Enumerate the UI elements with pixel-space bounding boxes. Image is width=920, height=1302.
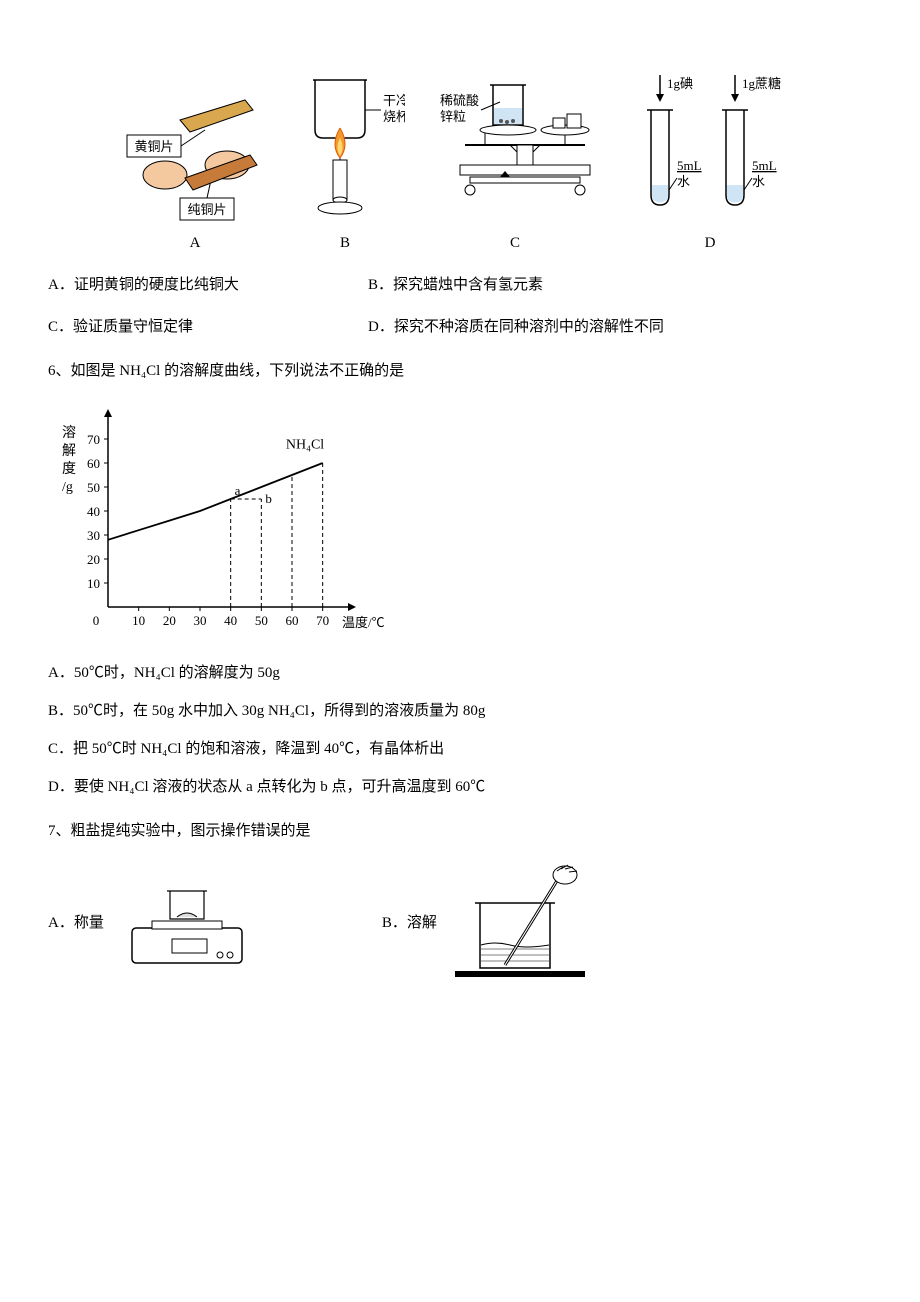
svg-text:溶: 溶 — [62, 425, 76, 441]
panel-a-svg: 黄铜片 纯铜片 — [125, 70, 265, 225]
q6-opt-b: B．50℃时，在 50g 水中加入 30g NH₄Cl，所得到的溶液质量为 80… — [48, 699, 872, 723]
q7-opt-a-label: A．称量 — [48, 911, 104, 935]
q6-stem: 6、如图是 NH₄Cl 的溶解度曲线，下列说法不正确的是 — [48, 359, 872, 383]
q7-a-svg — [112, 873, 262, 973]
q7-stem: 7、粗盐提纯实验中，图示操作错误的是 — [48, 819, 872, 843]
panel-a: 黄铜片 纯铜片 A — [125, 70, 265, 255]
svg-text:干冷: 干冷 — [383, 93, 405, 108]
svg-text:稀硫酸: 稀硫酸 — [440, 93, 479, 108]
panel-d-svg: 1g碘 1g蔗糖 5mL 水 5mL 水 — [625, 70, 795, 225]
svg-text:黄铜片: 黄铜片 — [134, 139, 173, 154]
svg-text:20: 20 — [87, 552, 100, 567]
svg-text:b: b — [265, 491, 272, 506]
q5-opt-c: C．验证质量守恒定律 — [48, 315, 368, 339]
svg-text:温度/℃: 温度/℃ — [342, 615, 385, 630]
q5-options-1: A．证明黄铜的硬度比纯铜大 B．探究蜡烛中含有氢元素 — [48, 273, 872, 297]
svg-text:30: 30 — [87, 528, 100, 543]
svg-text:20: 20 — [163, 613, 176, 628]
svg-text:NH₄Cl: NH₄Cl — [286, 438, 324, 453]
q6-chart: 溶解度/g 10 20 30 40 50 60 70 10 20 30 40 50 60 70 0 温度/℃ NH… — [48, 397, 388, 647]
panel-d-label: D — [705, 231, 716, 255]
panel-b-svg: 干冷 烧杯 — [285, 70, 405, 225]
panel-b-label: B — [340, 231, 350, 255]
q7-opt-b-label: B．溶解 — [382, 911, 437, 935]
q6-opt-d: D．要使 NH₄Cl 溶液的状态从 a 点转化为 b 点，可升高温度到 60℃ — [48, 775, 872, 799]
panel-c: 稀硫酸 锌粒 — [425, 70, 605, 255]
svg-text:10: 10 — [132, 613, 145, 628]
panel-c-svg: 稀硫酸 锌粒 — [425, 70, 605, 225]
svg-text:1g蔗糖: 1g蔗糖 — [742, 76, 781, 91]
svg-text:60: 60 — [87, 456, 100, 471]
svg-text:60: 60 — [286, 613, 299, 628]
q7-row: A．称量 B．溶解 — [48, 863, 872, 983]
q7-item-b: B．溶解 — [382, 863, 595, 983]
svg-text:5mL: 5mL — [752, 158, 777, 173]
svg-text:度: 度 — [62, 461, 76, 477]
svg-text:70: 70 — [316, 613, 329, 628]
svg-text:40: 40 — [87, 504, 100, 519]
panel-d: 1g碘 1g蔗糖 5mL 水 5mL 水 D — [625, 70, 795, 255]
svg-text:30: 30 — [194, 613, 207, 628]
svg-text:a: a — [235, 483, 241, 498]
svg-text:40: 40 — [224, 613, 237, 628]
q5-opt-d: D．探究不种溶质在同种溶剂中的溶解性不同 — [368, 315, 872, 339]
q6-opt-a: A．50℃时，NH₄Cl 的溶解度为 50g — [48, 661, 872, 685]
q5-figure-row: 黄铜片 纯铜片 A 干冷 烧杯 — [48, 70, 872, 255]
svg-text:1g碘: 1g碘 — [667, 76, 693, 91]
panel-c-label: C — [510, 231, 520, 255]
panel-a-label: A — [190, 231, 201, 255]
q5-options-2: C．验证质量守恒定律 D．探究不种溶质在同种溶剂中的溶解性不同 — [48, 315, 872, 339]
q5-opt-b: B．探究蜡烛中含有氢元素 — [368, 273, 872, 297]
svg-text:50: 50 — [87, 480, 100, 495]
svg-text:纯铜片: 纯铜片 — [187, 202, 226, 217]
svg-text:5mL: 5mL — [677, 158, 702, 173]
svg-text:解: 解 — [62, 443, 76, 459]
svg-text:50: 50 — [255, 613, 268, 628]
svg-text:70: 70 — [87, 432, 100, 447]
svg-text:水: 水 — [677, 174, 690, 189]
q5-opt-a: A．证明黄铜的硬度比纯铜大 — [48, 273, 368, 297]
svg-text:10: 10 — [87, 576, 100, 591]
q7-b-svg — [445, 863, 595, 983]
q6-opt-c: C．把 50℃时 NH₄Cl 的饱和溶液，降温到 40℃，有晶体析出 — [48, 737, 872, 761]
q7-item-a: A．称量 — [48, 873, 262, 973]
panel-b: 干冷 烧杯 B — [285, 70, 405, 255]
svg-text:0: 0 — [93, 613, 100, 628]
svg-text:/g: /g — [62, 480, 73, 495]
svg-text:水: 水 — [752, 174, 765, 189]
svg-text:烧杯: 烧杯 — [383, 109, 405, 124]
svg-text:锌粒: 锌粒 — [440, 109, 466, 124]
